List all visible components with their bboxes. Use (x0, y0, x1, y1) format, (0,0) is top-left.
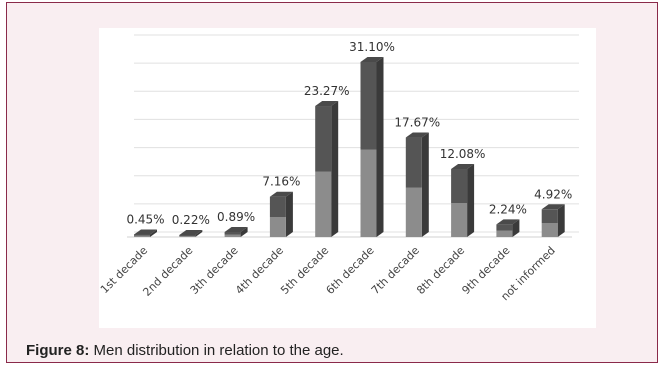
caption-text: Men distribution in relation to the age. (93, 342, 344, 359)
bar-side (150, 229, 157, 237)
data-label: 23.27% (304, 84, 350, 98)
bar-top (134, 229, 157, 235)
bar (224, 231, 241, 237)
bar (405, 137, 422, 237)
bar (269, 196, 286, 237)
bar-side (557, 204, 565, 237)
data-label: 4.92% (534, 187, 572, 201)
bar (134, 234, 150, 237)
data-label: 0.89% (217, 210, 255, 224)
bar-side (376, 56, 384, 237)
bar (179, 235, 196, 237)
bar (496, 224, 513, 237)
data-label: 2.24% (489, 202, 527, 216)
bar-top (315, 101, 339, 107)
data-label: 12.08% (440, 147, 486, 161)
bar-side (512, 219, 520, 237)
bar-top (224, 226, 248, 232)
bar (360, 61, 377, 237)
figure-caption: Figure 8: Men distribution in relation t… (26, 342, 344, 359)
chart-area: 0.45% 1st decade 0.22% 2nd decade 0.89% 3th d… (98, 28, 596, 328)
caption-label: Figure 8: (26, 342, 90, 359)
data-label: 7.16% (262, 175, 300, 189)
bar-side (240, 226, 248, 237)
bar-top (269, 191, 293, 197)
bar-top (496, 219, 520, 225)
bar (541, 209, 558, 237)
figure-frame: 0.45% 1st decade 0.22% 2nd decade 0.89% 3th d… (6, 2, 658, 363)
bar-top (405, 132, 429, 138)
bar-top (541, 204, 565, 210)
bar-top (179, 230, 203, 235)
bar-top (451, 164, 475, 170)
data-label: 0.45% (126, 212, 164, 226)
bar-side (421, 132, 429, 237)
bar-top (360, 56, 384, 62)
data-label: 17.67% (394, 116, 440, 130)
bar-side (285, 191, 293, 237)
bar (315, 106, 332, 238)
bar (451, 169, 468, 237)
data-label: 31.10% (349, 40, 395, 54)
bar-side (195, 230, 203, 237)
bar-side (467, 164, 475, 237)
bar-side (331, 101, 339, 238)
data-label: 0.22% (172, 213, 210, 227)
